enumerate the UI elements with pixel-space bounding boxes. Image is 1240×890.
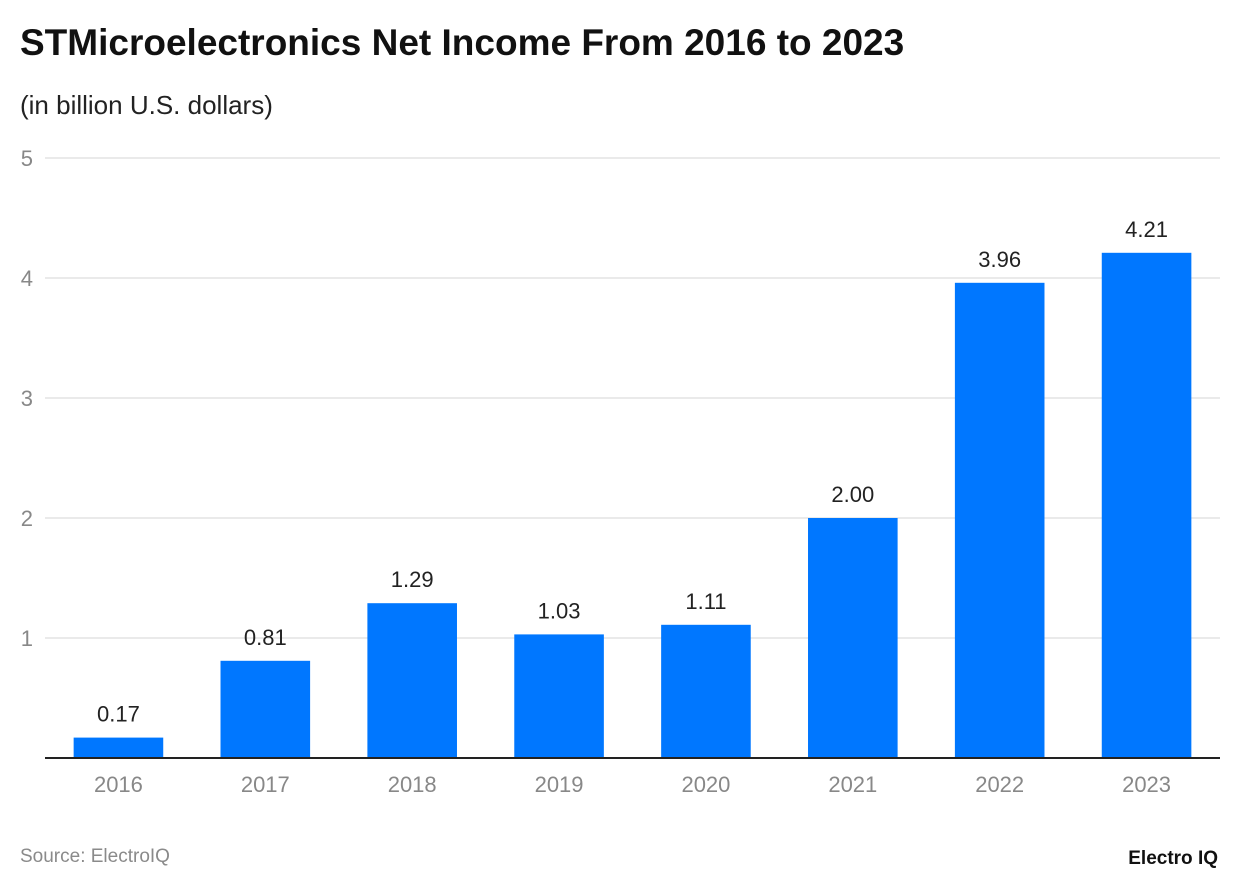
y-tick-label: 5 <box>21 146 33 171</box>
bar-2016 <box>73 737 164 758</box>
bar-2020 <box>661 624 751 758</box>
x-tick-label: 2018 <box>388 772 437 797</box>
chart-subtitle: (in billion U.S. dollars) <box>20 90 273 120</box>
value-label: 0.81 <box>244 625 287 650</box>
y-tick-label: 4 <box>21 266 33 291</box>
chart-title: STMicroelectronics Net Income From 2016 … <box>20 22 905 63</box>
bar-2023 <box>1101 252 1192 759</box>
x-tick-label: 2023 <box>1122 772 1171 797</box>
x-tick-label: 2020 <box>681 772 730 797</box>
bar-2022 <box>954 282 1045 758</box>
value-label: 2.00 <box>831 482 874 507</box>
value-label: 0.17 <box>97 702 140 727</box>
x-tick-label: 2019 <box>535 772 584 797</box>
value-label: 3.96 <box>978 247 1021 272</box>
bar-2019 <box>514 634 604 758</box>
source-note: Source: ElectroIQ <box>20 846 170 867</box>
x-tick-label: 2021 <box>828 772 877 797</box>
bar-2017 <box>220 660 311 758</box>
x-tick-label: 2017 <box>241 772 290 797</box>
value-label: 1.11 <box>685 589 726 614</box>
bar-2018 <box>367 603 457 758</box>
bars <box>73 252 1192 759</box>
value-label: 4.21 <box>1125 217 1168 242</box>
value-label: 1.03 <box>538 598 581 623</box>
y-axis-ticks: 1 2 3 4 5 <box>21 146 33 651</box>
value-labels: 0.17 0.81 1.29 1.03 1.11 2.00 3.96 4.21 <box>97 217 1168 727</box>
bar-chart: 1 2 3 4 5 0.17 0.81 1.29 1.03 1.11 2.00 3.96 4.21 2… <box>21 146 1220 797</box>
x-tick-label: 2022 <box>975 772 1024 797</box>
y-tick-label: 1 <box>21 626 33 651</box>
y-tick-label: 3 <box>21 386 33 411</box>
x-axis-ticks: 2016 2017 2018 2019 2020 2021 2022 2023 <box>94 772 1171 797</box>
brand-logo: Electro IQ <box>1128 848 1218 869</box>
bar-2021 <box>808 518 898 758</box>
value-label: 1.29 <box>391 567 434 592</box>
x-tick-label: 2016 <box>94 772 143 797</box>
y-tick-label: 2 <box>21 506 33 531</box>
